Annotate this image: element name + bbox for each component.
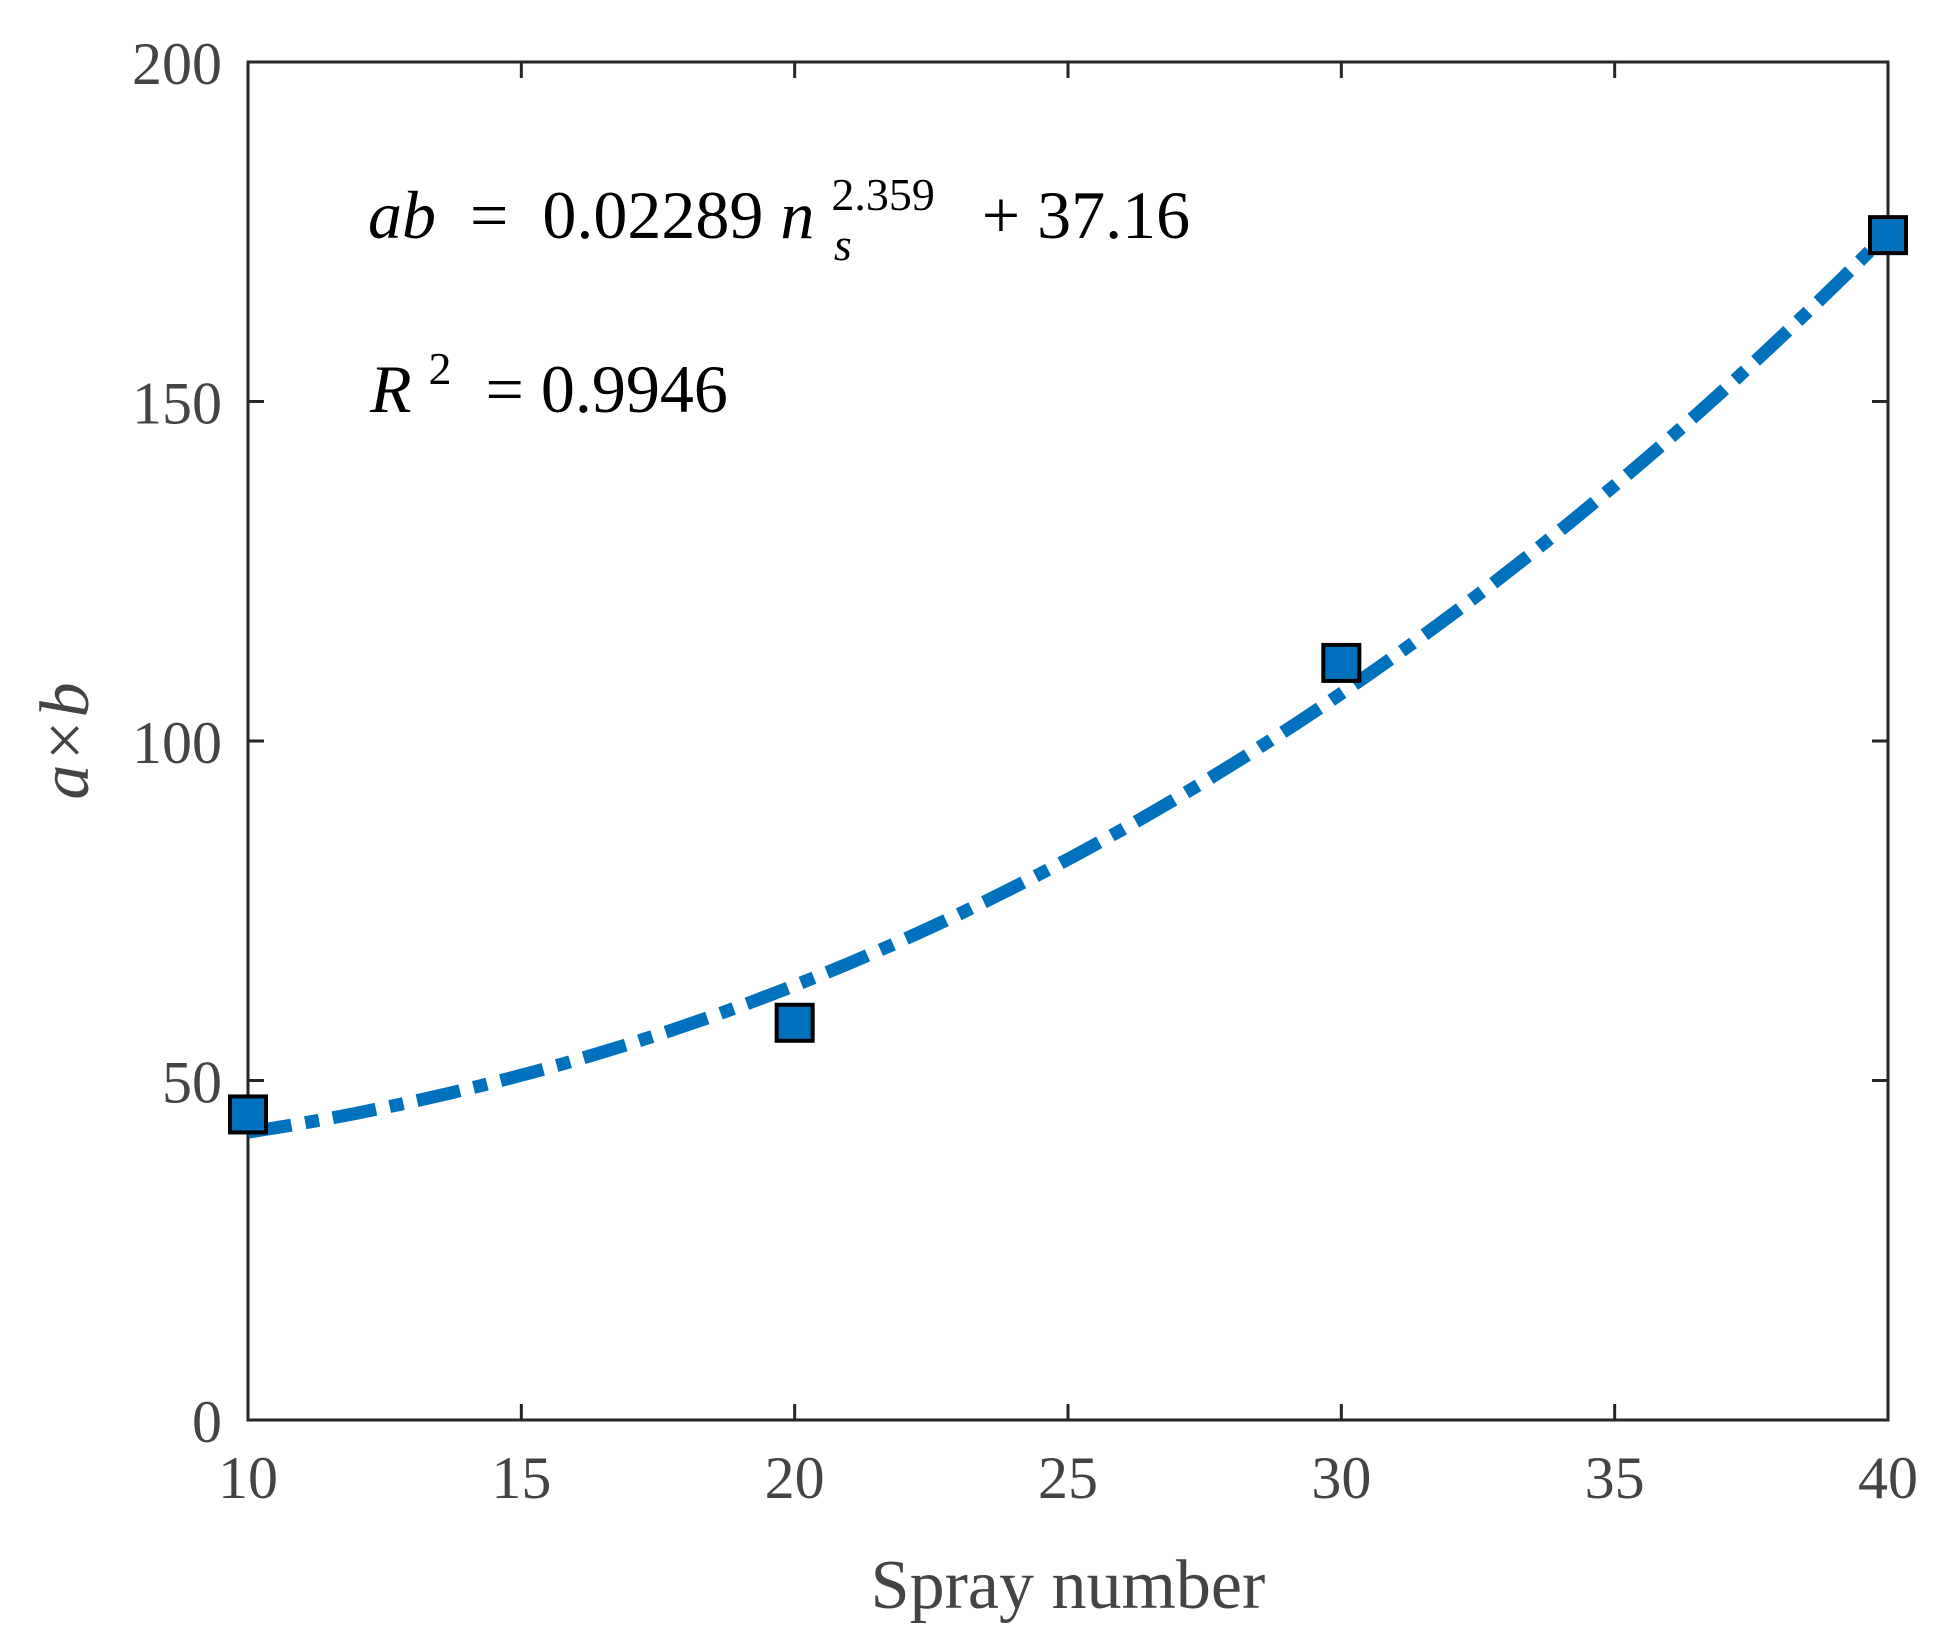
y-tick-label: 0 bbox=[192, 1389, 222, 1455]
x-axis-title: Spray number bbox=[871, 1547, 1266, 1624]
x-axis-ticks bbox=[246, 62, 1890, 1420]
data-point-marker bbox=[1868, 215, 1908, 256]
x-tick-label: 25 bbox=[1038, 1445, 1098, 1511]
x-axis-tick-labels: 10 15 20 25 30 35 40 bbox=[218, 1445, 1918, 1511]
data-markers bbox=[228, 215, 1908, 1135]
x-tick-label: 40 bbox=[1858, 1445, 1918, 1511]
r2-tail: = 0.9946 bbox=[469, 351, 728, 427]
data-point-marker bbox=[774, 1002, 815, 1043]
y-tick-label: 150 bbox=[132, 371, 222, 437]
x-tick-label: 35 bbox=[1585, 1445, 1645, 1511]
y-tick-label: 100 bbox=[132, 710, 222, 776]
y-axis-title: a×b bbox=[27, 682, 104, 799]
fit-equation: ab = 0.02289 n 2.359 s + 37.16 bbox=[368, 149, 1190, 275]
fit-curve-line bbox=[246, 228, 1893, 1139]
y-axis-ticks bbox=[248, 60, 1888, 1422]
equation-lhs: ab bbox=[368, 177, 436, 253]
x-tick-label: 30 bbox=[1311, 1445, 1371, 1511]
x-tick-label: 10 bbox=[218, 1445, 278, 1511]
equation-equals: = bbox=[453, 177, 525, 253]
data-point-marker bbox=[1321, 642, 1362, 683]
y-tick-label: 50 bbox=[162, 1050, 222, 1116]
x-tick-label: 20 bbox=[765, 1445, 825, 1511]
equation-exponent: 2.359 bbox=[831, 169, 935, 220]
y-tick-label: 200 bbox=[132, 31, 222, 97]
equation-coef: 0.02289 bbox=[542, 177, 763, 253]
equation-var: n bbox=[780, 177, 814, 253]
equation-subscript: s bbox=[834, 219, 852, 270]
equation-tail: + 37.16 bbox=[965, 177, 1190, 253]
x-tick-label: 15 bbox=[491, 1445, 551, 1511]
r2-var: R bbox=[369, 351, 412, 427]
y-axis-tick-labels: 0 50 100 150 200 bbox=[132, 31, 222, 1455]
data-point-marker bbox=[228, 1094, 268, 1135]
r2-exponent: 2 bbox=[429, 343, 452, 394]
plot-area bbox=[246, 60, 1890, 1422]
r-squared: R 2 = 0.9946 bbox=[369, 323, 728, 427]
